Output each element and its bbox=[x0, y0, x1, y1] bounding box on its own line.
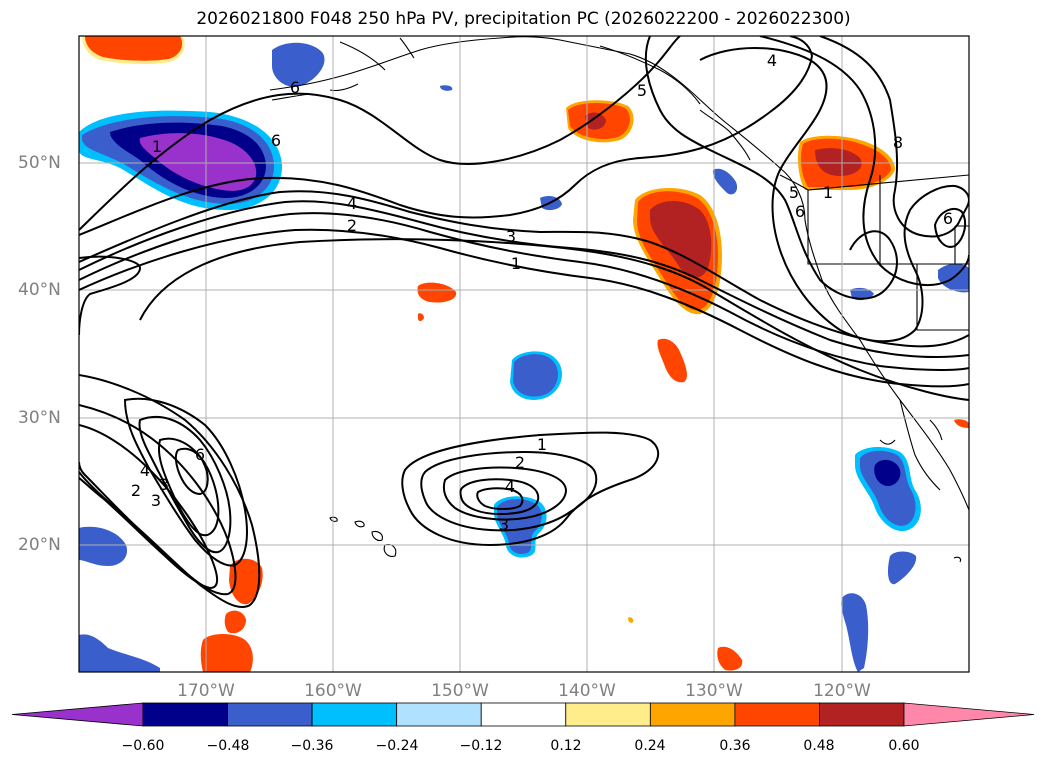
contour-label: 6 bbox=[195, 445, 205, 464]
map-frame bbox=[78, 35, 970, 673]
colorbar-tick-label: 0.60 bbox=[888, 738, 920, 754]
contour-label: 3 bbox=[151, 491, 161, 510]
colorbar-segment bbox=[649, 702, 736, 727]
lat-tick-label: 50°N bbox=[18, 153, 61, 173]
colorbar-tick-label: 0.48 bbox=[803, 738, 835, 754]
contour-label: 4 bbox=[505, 477, 515, 496]
colorbar-segment bbox=[396, 702, 482, 727]
colorbar-tick-label: −0.60 bbox=[121, 738, 165, 754]
contour-label: 1 bbox=[823, 183, 833, 202]
contour-label: 3 bbox=[159, 475, 169, 494]
contour-label: 3 bbox=[506, 227, 516, 246]
contour-label: 8 bbox=[893, 133, 903, 152]
colorbar-tick-label: 0.24 bbox=[634, 738, 666, 754]
contour-label: 5 bbox=[789, 183, 799, 202]
lat-tick-label: 20°N bbox=[18, 535, 61, 555]
colorbar-segment bbox=[142, 702, 228, 727]
colorbar-tick-label: −0.48 bbox=[206, 738, 250, 754]
colorbar-tick-label: −0.12 bbox=[459, 738, 503, 754]
pv-contours bbox=[79, 36, 969, 608]
coastlines bbox=[269, 36, 969, 563]
colorbar-segment bbox=[311, 702, 398, 727]
colorbar-segment bbox=[734, 702, 820, 727]
contour-label: 1 bbox=[152, 137, 162, 156]
colorbar-tick-label: −0.24 bbox=[375, 738, 419, 754]
contour-labels: 6 6 1 4 2 3 1 5 4 8 6 6 1 2 4 3 6 4 3 3 … bbox=[131, 51, 953, 534]
contour-label: 6 bbox=[795, 202, 805, 221]
colorbar-tick-label: 0.36 bbox=[719, 738, 751, 754]
contour-label: 4 bbox=[767, 51, 777, 70]
lon-tick-label: 130°W bbox=[685, 681, 743, 701]
precip-negative-shading bbox=[79, 42, 969, 672]
lat-tick-label: 40°N bbox=[18, 280, 61, 300]
colorbar-extend-high bbox=[903, 702, 1035, 727]
contour-label: 1 bbox=[537, 435, 547, 454]
contour-label: 2 bbox=[347, 216, 357, 235]
colorbar-tick-label: 0.12 bbox=[550, 738, 582, 754]
colorbar-tick-label: −0.36 bbox=[290, 738, 334, 754]
lon-tick-label: 140°W bbox=[558, 681, 616, 701]
contour-label: 6 bbox=[290, 78, 300, 97]
lat-tick-label: 30°N bbox=[18, 408, 61, 428]
colorbar-segment bbox=[819, 702, 905, 727]
lon-tick-label: 150°W bbox=[431, 681, 489, 701]
graticule bbox=[79, 36, 969, 672]
contour-label: 4 bbox=[347, 194, 357, 213]
colorbar-segment bbox=[480, 702, 567, 727]
colorbar-segment bbox=[565, 702, 651, 727]
contour-label: 6 bbox=[271, 131, 281, 150]
lon-tick-label: 170°W bbox=[177, 681, 235, 701]
contour-label: 3 bbox=[499, 515, 509, 534]
colorbar-extend-low bbox=[11, 702, 144, 727]
colorbar bbox=[11, 702, 1035, 727]
contour-label: 6 bbox=[943, 209, 953, 228]
contour-label: 5 bbox=[637, 81, 647, 100]
contour-label: 2 bbox=[515, 453, 525, 472]
contour-label: 1 bbox=[511, 254, 521, 273]
lon-tick-label: 120°W bbox=[813, 681, 871, 701]
contour-label: 4 bbox=[140, 461, 150, 480]
map-title: 2026021800 F048 250 hPa PV, precipitatio… bbox=[196, 9, 851, 29]
lon-tick-label: 160°W bbox=[304, 681, 362, 701]
contour-label: 2 bbox=[131, 481, 141, 500]
colorbar-segment bbox=[227, 702, 313, 727]
